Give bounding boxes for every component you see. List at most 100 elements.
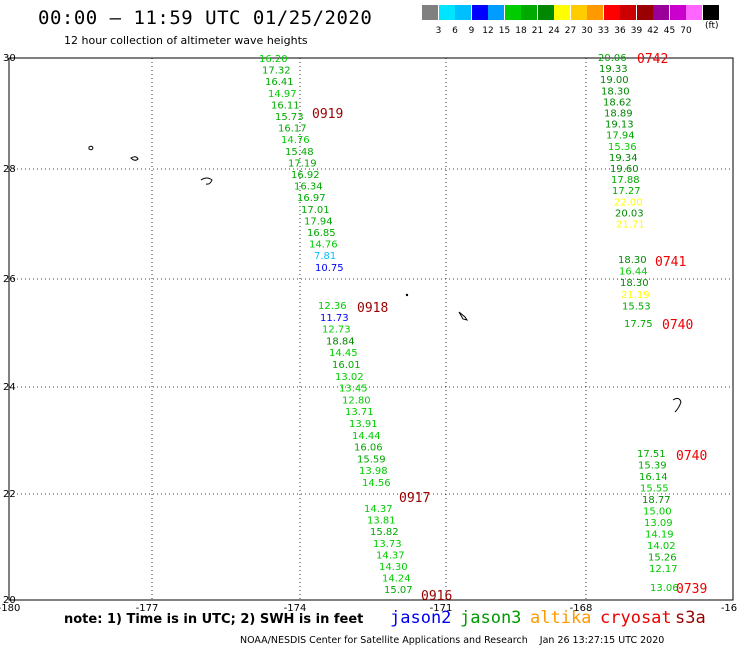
swh-value-label: 17.94 [304, 216, 333, 227]
swh-value-label: 17.88 [611, 175, 640, 186]
swh-value-label: 16.20 [259, 54, 288, 65]
y-tick-label: 30 [3, 53, 16, 64]
swh-value-label: 16.14 [639, 472, 668, 483]
credits-footer: NOAA/NESDIS Center for Satellite Applica… [240, 635, 665, 646]
chart-subtitle: 12 hour collection of altimeter wave hei… [64, 34, 308, 47]
color-swatch [422, 5, 438, 20]
color-scale-label: 39 [630, 26, 643, 36]
pass-time-label: 0739 [676, 582, 707, 597]
swh-value-label: 19.33 [599, 64, 628, 75]
color-swatch [686, 5, 702, 20]
swh-value-label: 13.81 [367, 516, 396, 527]
swh-value-label: 20.06 [598, 53, 627, 64]
swh-value-label: 16.44 [619, 267, 648, 278]
swh-value-label: 11.73 [320, 313, 349, 324]
x-tick-label: -168 [570, 603, 593, 614]
swh-value-label: 13.73 [373, 539, 402, 550]
swh-value-label: 15.55 [640, 484, 669, 495]
color-swatch [521, 5, 537, 20]
pass-time-label: 0919 [312, 107, 343, 122]
legend-jason3: jason3 [460, 608, 522, 628]
swh-value-label: 17.51 [637, 449, 666, 460]
swh-value-label: 14.76 [309, 240, 338, 251]
color-scale-label: 12 [482, 26, 494, 36]
island-outline [405, 293, 409, 297]
color-swatch [702, 5, 719, 20]
swh-value-label: 19.13 [605, 120, 634, 131]
swh-value-label: 13.06 [650, 583, 679, 594]
color-scale-label: 3 [435, 26, 442, 36]
swh-value-label: 15.39 [638, 461, 667, 472]
island-outline [458, 311, 469, 321]
legend-s3a: s3a [675, 608, 706, 628]
swh-value-label: 13.71 [345, 407, 374, 418]
color-scale-label: 6 [452, 26, 458, 36]
swh-value-label: 10.75 [315, 263, 344, 274]
swh-value-label: 15.26 [648, 553, 677, 564]
island-outline [130, 156, 139, 161]
swh-value-label: 18.77 [642, 495, 671, 506]
swh-value-label: 14.76 [281, 135, 310, 146]
color-scale-label: 45 [663, 26, 676, 36]
color-swatch [570, 5, 587, 20]
island-outline [200, 177, 213, 185]
swh-value-label: 17.27 [612, 186, 641, 197]
swh-value-label: 14.30 [379, 562, 408, 573]
color-swatch [455, 5, 471, 20]
swh-value-label: 14.24 [382, 574, 411, 585]
swh-value-label: 14.02 [647, 541, 676, 552]
swh-value-label: 18.30 [601, 86, 630, 97]
swh-value-label: 7.81 [314, 251, 336, 262]
legend-cryosat: cryosat [600, 608, 672, 628]
color-swatch [537, 5, 554, 20]
color-swatch [669, 5, 686, 20]
x-tick-label: -180 [0, 603, 20, 614]
y-tick-label: 26 [3, 274, 16, 285]
swh-value-label: 19.60 [610, 164, 639, 175]
pass-time-label: 0740 [676, 449, 707, 464]
swh-value-label: 19.00 [600, 75, 629, 86]
swh-value-label: 14.97 [268, 89, 297, 100]
swh-value-label: 16.06 [354, 443, 383, 454]
color-scale-label: 30 [581, 26, 593, 36]
swh-value-label: 13.09 [644, 518, 673, 529]
swh-value-label: 12.80 [342, 395, 371, 406]
swh-value-label: 17.01 [301, 205, 330, 216]
swh-value-label: 14.37 [376, 550, 405, 561]
swh-value-label: 15.82 [370, 527, 399, 538]
swh-value-label: 13.02 [335, 372, 364, 383]
swh-value-label: 22.00 [614, 197, 643, 208]
swh-value-label: 15.73 [275, 112, 304, 123]
color-scale-label: 36 [614, 26, 626, 36]
swh-value-label: 18.30 [618, 255, 647, 266]
x-tick-label: -16 [721, 603, 737, 614]
pass-time-label: 0918 [357, 301, 388, 316]
swh-value-label: 16.01 [332, 360, 361, 371]
swh-value-label: 17.94 [606, 131, 635, 142]
swh-value-label: 14.19 [645, 530, 674, 541]
pass-time-label: 0916 [421, 589, 452, 604]
color-scale-label: 27 [564, 26, 577, 36]
swh-value-label: 16.34 [294, 182, 323, 193]
swh-value-label: 15.59 [357, 454, 386, 465]
x-tick-label: -174 [284, 603, 307, 614]
swh-value-label: 21.71 [616, 220, 645, 231]
color-swatch [504, 5, 521, 20]
color-swatch [653, 5, 669, 20]
swh-value-label: 17.19 [288, 158, 317, 169]
color-scale-label: 42 [647, 26, 659, 36]
y-tick-label: 22 [3, 489, 16, 500]
island-outline [88, 145, 94, 151]
swh-value-label: 15.48 [285, 147, 314, 158]
color-scale-unit: (ft) [705, 21, 719, 31]
color-swatch [488, 5, 504, 20]
swh-value-label: 15.53 [622, 301, 651, 312]
swh-value-label: 16.41 [265, 77, 294, 88]
y-tick-label: 24 [3, 382, 16, 393]
color-scale-label: 18 [515, 26, 527, 36]
color-scale-label: 15 [498, 26, 511, 36]
swh-value-label: 12.36 [318, 301, 347, 312]
swh-value-label: 13.91 [349, 419, 378, 430]
swh-value-label: 18.89 [604, 109, 633, 120]
